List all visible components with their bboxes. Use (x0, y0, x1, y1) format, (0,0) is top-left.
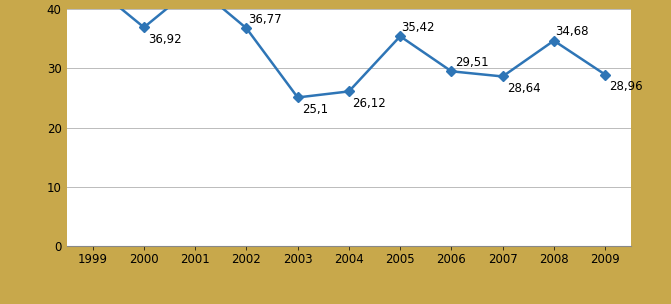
Text: 36,77: 36,77 (248, 13, 281, 26)
Text: 29,51: 29,51 (456, 56, 489, 69)
Text: 26,12: 26,12 (352, 97, 385, 110)
Text: 36,92: 36,92 (148, 33, 182, 46)
Text: 35,42: 35,42 (401, 21, 435, 34)
Text: 34,68: 34,68 (556, 25, 588, 38)
Text: 25,1: 25,1 (302, 103, 328, 116)
Text: 28,64: 28,64 (507, 82, 540, 95)
Text: 28,96: 28,96 (609, 80, 643, 93)
